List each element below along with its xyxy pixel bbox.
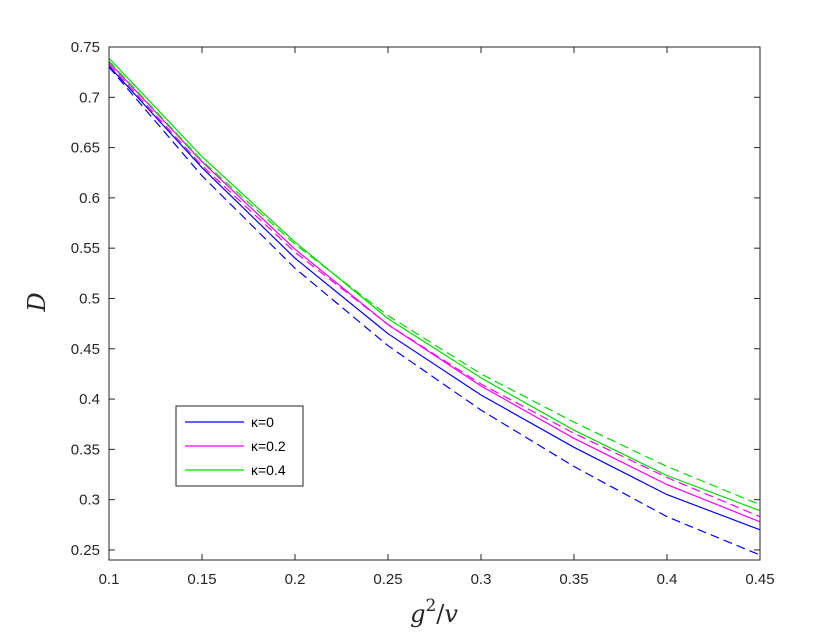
y-tick-label: 0.45 bbox=[71, 341, 100, 358]
series-line-0 bbox=[108, 65, 761, 531]
x-tick-label: 0.2 bbox=[285, 571, 306, 588]
series-line-3 bbox=[108, 63, 761, 518]
legend-label: κ=0 bbox=[251, 414, 274, 430]
y-tick-label: 0.5 bbox=[79, 290, 100, 307]
x-axis-title-superscript: 2 bbox=[425, 596, 436, 616]
legend-label: κ=0.4 bbox=[251, 462, 286, 478]
y-tick-label: 0.35 bbox=[71, 441, 100, 458]
axes-box bbox=[108, 46, 761, 561]
y-tick-label: 0.3 bbox=[79, 492, 100, 509]
x-tick-label: 0.35 bbox=[559, 571, 588, 588]
y-tick-label: 0.6 bbox=[79, 190, 100, 207]
x-tick-label: 0.45 bbox=[745, 571, 774, 588]
series-line-5 bbox=[108, 60, 761, 506]
y-tick-labels: 0.25 0.3 0.35 0.4 0.45 0.5 0.55 0.6 0.65 0.7 0.75 bbox=[71, 39, 100, 559]
y-tick-label: 0.7 bbox=[79, 89, 100, 106]
y-tick-label: 0.25 bbox=[71, 542, 100, 559]
y-axis-title: D bbox=[23, 292, 51, 312]
series-layer bbox=[108, 57, 761, 556]
y-tick-label: 0.75 bbox=[71, 39, 100, 56]
x-tick-label: 0.1 bbox=[99, 571, 120, 588]
legend-item: κ=0.4 bbox=[185, 462, 286, 478]
series-line-1 bbox=[108, 66, 761, 556]
y-tick-label: 0.65 bbox=[71, 140, 100, 157]
series-line-4 bbox=[108, 57, 761, 512]
x-tick-label: 0.3 bbox=[471, 571, 492, 588]
ticks-layer bbox=[108, 46, 761, 560]
legend-item: κ=0 bbox=[185, 414, 274, 430]
y-tick-label: 0.55 bbox=[71, 240, 100, 257]
x-tick-label: 0.25 bbox=[373, 571, 402, 588]
legend-item: κ=0.2 bbox=[185, 438, 286, 454]
y-tick-label: 0.4 bbox=[79, 391, 100, 408]
x-axis-title: g2/v bbox=[410, 596, 458, 628]
x-tick-label: 0.4 bbox=[657, 571, 678, 588]
series-line-2 bbox=[108, 61, 761, 523]
legend-label: κ=0.2 bbox=[251, 438, 286, 454]
x-tick-labels: 0.1 0.15 0.2 0.25 0.3 0.35 0.4 0.45 bbox=[99, 571, 775, 588]
legend: κ=0 κ=0.2 κ=0.4 bbox=[175, 405, 304, 487]
x-tick-label: 0.15 bbox=[187, 571, 216, 588]
